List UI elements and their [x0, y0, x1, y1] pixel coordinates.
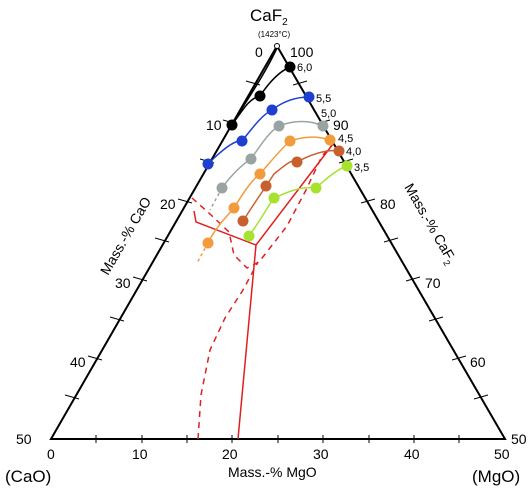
- left-tick-label-10: 10: [206, 117, 222, 133]
- point-5-0-b: [273, 120, 285, 132]
- point-4-5-a: [324, 134, 336, 146]
- right-axis-title: Mass.-% CaF2: [399, 181, 460, 268]
- point-6-0-b: [254, 90, 266, 102]
- point-5-5-a: [303, 91, 315, 103]
- point-3-5-b: [310, 182, 322, 194]
- isoline-label-3-5: 3,5: [354, 162, 369, 174]
- right-tick-label-70: 70: [425, 275, 441, 291]
- point-5-0-d: [216, 182, 228, 194]
- bottom-tick-label-0: 0: [47, 446, 55, 462]
- point-4-0-c: [260, 180, 272, 192]
- point-6-0-a: [284, 61, 296, 73]
- left-tick-label-20: 20: [160, 196, 176, 212]
- bottom-axis-ticks: [95, 435, 460, 443]
- isoline-curve-5-5: [207, 96, 310, 165]
- left-tick-label-0: 0: [255, 44, 263, 60]
- point-5-0-c: [245, 153, 257, 165]
- left-axis-title: Mass.-% CaO: [97, 194, 154, 278]
- isoline-curve-5-0: [221, 120, 324, 189]
- apex-top-label-main: CaF: [250, 6, 282, 25]
- isoline-label-4-0: 4,0: [346, 146, 361, 158]
- isoline-curve-4-5-dash: [196, 242, 209, 264]
- left-tick-label-50: 50: [16, 431, 32, 447]
- isoline-curve-4-0: [242, 149, 340, 222]
- isoline-curve-3-5: [248, 165, 348, 237]
- point-4-0-b: [291, 156, 303, 168]
- apex-top-label: CaF2: [250, 6, 288, 28]
- apex-left-label: (CaO): [5, 467, 51, 486]
- phase-boundaries: [191, 143, 334, 440]
- isoline-points: [202, 61, 353, 249]
- right-tick-label-90: 90: [333, 117, 349, 133]
- point-3-5-d: [243, 230, 255, 242]
- right-tick-label-60: 60: [470, 354, 486, 370]
- isoline-curve-6-0-lower: [231, 47, 278, 126]
- bottom-tick-label-10: 10: [132, 446, 148, 462]
- right-axis-title-sub: 2: [441, 258, 452, 267]
- left-tick-label-40: 40: [70, 354, 86, 370]
- apex-marker: [274, 43, 280, 49]
- boundary-dashed-lower: [197, 261, 259, 440]
- point-4-5-e: [202, 237, 214, 249]
- point-5-5-d: [202, 158, 214, 170]
- right-tick-label-50: 50: [511, 431, 527, 447]
- point-4-0-a: [333, 145, 345, 157]
- bottom-tick-label-40: 40: [404, 446, 420, 462]
- bottom-tick-label-20: 20: [222, 446, 238, 462]
- right-tick-label-80: 80: [380, 196, 396, 212]
- point-5-5-c: [236, 135, 248, 147]
- isoline-label-5-5: 5,5: [316, 93, 331, 105]
- bottom-axis-title: Mass.-% MgO: [228, 464, 317, 480]
- isoline-label-5-0: 5,0: [321, 108, 336, 120]
- point-5-5-b: [266, 104, 278, 116]
- point-4-5-d: [228, 202, 240, 214]
- isoline-label-4-5: 4,5: [338, 133, 353, 145]
- point-4-5-b: [284, 135, 296, 147]
- boundary-solid-left: [193, 210, 257, 246]
- isoline-label-6-0: 6,0: [297, 62, 312, 74]
- point-6-0-c: [226, 119, 238, 131]
- right-axis-title-main: Mass.-% CaF: [401, 181, 457, 262]
- bottom-tick-label-50: 50: [494, 446, 510, 462]
- boundary-dashed-upper: [191, 143, 334, 269]
- point-4-5-c: [254, 168, 266, 180]
- apex-top-note: (1423°C): [258, 30, 290, 39]
- point-4-0-d: [237, 215, 249, 227]
- apex-top-label-sub: 2: [282, 17, 288, 28]
- bottom-tick-label-30: 30: [313, 446, 329, 462]
- point-5-0-a: [317, 120, 329, 132]
- point-3-5-a: [341, 160, 353, 172]
- isoline-curve-5-0-dash: [209, 187, 223, 211]
- right-tick-label-100: 100: [290, 44, 314, 60]
- left-tick-label-30: 30: [115, 275, 131, 291]
- point-3-5-c: [268, 192, 280, 204]
- apex-right-label: (MgO): [472, 467, 520, 486]
